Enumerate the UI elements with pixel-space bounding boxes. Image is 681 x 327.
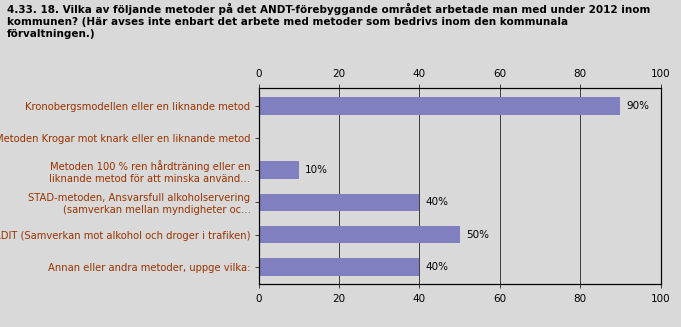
Bar	[259, 258, 419, 276]
Text: 4.33. 18. Vilka av följande metoder på det ANDT-förebyggande området arbetade ma: 4.33. 18. Vilka av följande metoder på d…	[7, 3, 650, 39]
Text: 90%: 90%	[627, 101, 650, 111]
Bar	[259, 97, 620, 115]
Text: 40%: 40%	[426, 262, 449, 272]
Text: 10%: 10%	[305, 165, 328, 175]
Bar	[259, 226, 460, 243]
Text: 40%: 40%	[426, 198, 449, 207]
Bar	[259, 194, 419, 211]
Bar	[259, 162, 299, 179]
Text: 50%: 50%	[466, 230, 489, 240]
